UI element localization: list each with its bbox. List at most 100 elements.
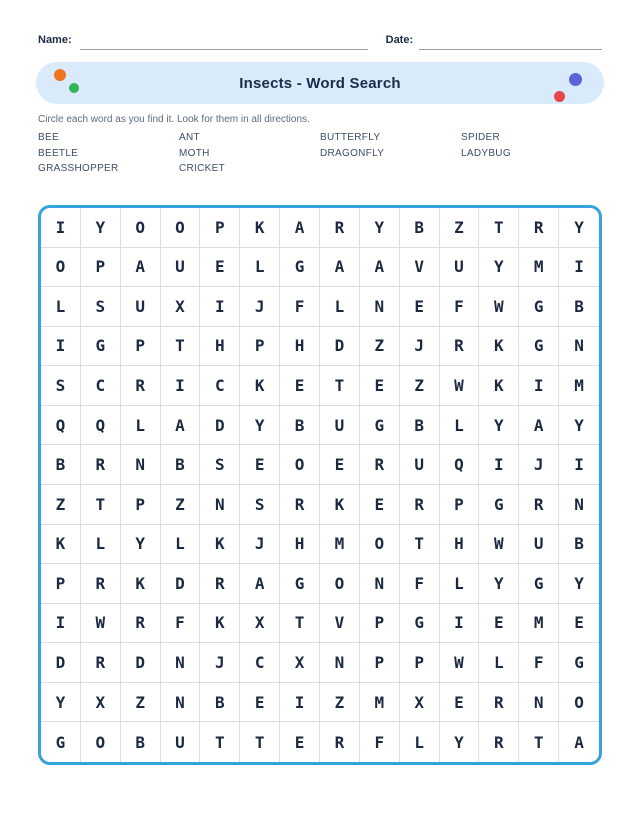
grid-cell-r3c1[interactable]: L	[41, 287, 81, 327]
grid-cell-r1c11[interactable]: Z	[439, 208, 480, 248]
grid-cell-r5c6[interactable]: K	[240, 366, 281, 406]
grid-cell-r5c1[interactable]: S	[41, 366, 81, 406]
grid-cell-r1c14[interactable]: Y	[559, 208, 599, 248]
grid-cell-r13c11[interactable]: E	[439, 682, 480, 723]
grid-cell-r11c8[interactable]: V	[320, 603, 360, 644]
grid-cell-r8c2[interactable]: T	[80, 485, 121, 525]
grid-cell-r9c12[interactable]: W	[479, 524, 520, 565]
grid-cell-r8c4[interactable]: Z	[160, 485, 201, 525]
grid-cell-r13c12[interactable]: R	[479, 682, 520, 723]
grid-cell-r7c7[interactable]: O	[280, 445, 320, 485]
grid-cell-r3c10[interactable]: E	[399, 287, 440, 327]
grid-cell-r9c1[interactable]: K	[41, 524, 81, 565]
grid-cell-r8c3[interactable]: P	[120, 485, 161, 525]
grid-cell-r5c12[interactable]: K	[479, 366, 520, 406]
grid-cell-r8c6[interactable]: S	[240, 485, 281, 525]
grid-cell-r9c14[interactable]: B	[559, 525, 599, 565]
grid-cell-r8c5[interactable]: N	[200, 485, 241, 525]
grid-cell-r7c14[interactable]: I	[559, 445, 599, 485]
grid-cell-r4c13[interactable]: G	[519, 326, 560, 367]
grid-cell-r3c7[interactable]: F	[280, 287, 320, 327]
grid-cell-r12c11[interactable]: W	[439, 643, 480, 683]
grid-cell-r11c13[interactable]: M	[519, 603, 560, 644]
grid-cell-r3c2[interactable]: S	[80, 287, 121, 327]
grid-cell-r4c10[interactable]: J	[399, 326, 440, 367]
grid-cell-r1c8[interactable]: R	[320, 208, 360, 248]
grid-cell-r10c6[interactable]: A	[240, 564, 281, 604]
grid-cell-r10c13[interactable]: G	[519, 564, 560, 604]
grid-cell-r11c14[interactable]: E	[559, 604, 599, 644]
grid-cell-r13c8[interactable]: Z	[320, 682, 360, 723]
grid-cell-r6c11[interactable]: L	[439, 405, 480, 446]
grid-cell-r10c4[interactable]: D	[160, 564, 201, 604]
grid-cell-r5c14[interactable]: M	[559, 366, 599, 406]
grid-cell-r3c6[interactable]: J	[240, 287, 281, 327]
grid-cell-r12c4[interactable]: N	[160, 643, 201, 683]
grid-cell-r2c1[interactable]: O	[41, 247, 81, 288]
grid-cell-r5c5[interactable]: C	[200, 366, 241, 406]
grid-cell-r6c13[interactable]: A	[519, 405, 560, 446]
grid-cell-r13c14[interactable]: O	[559, 683, 599, 723]
grid-cell-r5c8[interactable]: T	[320, 366, 360, 406]
grid-cell-r8c11[interactable]: P	[439, 485, 480, 525]
grid-cell-r2c5[interactable]: E	[200, 247, 241, 288]
grid-cell-r12c2[interactable]: R	[80, 643, 121, 683]
grid-cell-r4c2[interactable]: G	[80, 326, 121, 367]
grid-cell-r7c12[interactable]: I	[479, 445, 520, 485]
grid-cell-r10c7[interactable]: G	[280, 564, 320, 604]
grid-cell-r10c1[interactable]: P	[41, 564, 81, 604]
grid-cell-r8c8[interactable]: K	[320, 485, 360, 525]
grid-cell-r5c11[interactable]: W	[439, 366, 480, 406]
grid-cell-r14c3[interactable]: B	[121, 722, 161, 762]
grid-cell-r10c12[interactable]: Y	[479, 564, 520, 604]
grid-cell-r12c6[interactable]: C	[240, 643, 281, 683]
grid-cell-r1c6[interactable]: K	[240, 208, 281, 248]
grid-cell-r4c11[interactable]: R	[439, 326, 480, 367]
grid-cell-r5c3[interactable]: R	[120, 366, 161, 406]
grid-cell-r12c1[interactable]: D	[41, 643, 81, 683]
grid-cell-r1c7[interactable]: A	[280, 208, 320, 248]
grid-cell-r6c3[interactable]: L	[120, 405, 161, 446]
grid-cell-r1c12[interactable]: T	[479, 208, 520, 248]
grid-cell-r13c10[interactable]: X	[399, 682, 440, 723]
grid-cell-r14c11[interactable]: Y	[440, 722, 480, 762]
grid-cell-r6c8[interactable]: U	[320, 405, 360, 446]
grid-cell-r14c14[interactable]: A	[574, 732, 584, 752]
grid-cell-r13c1[interactable]: Y	[41, 682, 81, 723]
grid-cell-r11c10[interactable]: G	[399, 603, 440, 644]
grid-cell-r9c9[interactable]: O	[359, 524, 400, 565]
grid-cell-r9c2[interactable]: L	[80, 524, 121, 565]
grid-cell-r4c9[interactable]: Z	[359, 326, 400, 367]
grid-cell-r3c13[interactable]: G	[519, 287, 560, 327]
grid-cell-r14c8[interactable]: R	[320, 722, 360, 762]
grid-cell-r12c3[interactable]: D	[120, 643, 161, 683]
grid-cell-r4c3[interactable]: P	[120, 326, 161, 367]
grid-cell-r7c13[interactable]: J	[519, 445, 560, 485]
grid-cell-r1c5[interactable]: P	[200, 208, 241, 248]
grid-cell-r11c3[interactable]: R	[120, 603, 161, 644]
grid-cell-r5c2[interactable]: C	[80, 366, 121, 406]
grid-cell-r4c12[interactable]: K	[479, 326, 520, 367]
grid-cell-r2c7[interactable]: G	[280, 247, 320, 288]
grid-cell-r2c13[interactable]: M	[519, 247, 560, 288]
grid-cell-r1c9[interactable]: Y	[359, 208, 400, 248]
grid-cell-r10c5[interactable]: R	[200, 564, 241, 604]
grid-cell-r5c13[interactable]: I	[519, 366, 560, 406]
grid-cell-r6c4[interactable]: A	[160, 405, 201, 446]
grid-cell-r9c3[interactable]: Y	[120, 524, 161, 565]
grid-cell-r11c1[interactable]: I	[41, 603, 81, 644]
grid-cell-r10c3[interactable]: K	[120, 564, 161, 604]
grid-cell-r1c2[interactable]: Y	[80, 208, 121, 248]
grid-cell-r14c5[interactable]: T	[200, 722, 241, 762]
grid-cell-r12c8[interactable]: N	[320, 643, 360, 683]
grid-cell-r13c13[interactable]: N	[519, 682, 560, 723]
grid-cell-r9c11[interactable]: H	[439, 524, 480, 565]
grid-cell-r3c5[interactable]: I	[200, 287, 241, 327]
grid-cell-r12c9[interactable]: P	[359, 643, 400, 683]
grid-cell-r11c6[interactable]: X	[240, 603, 281, 644]
grid-cell-r14c13[interactable]: T	[519, 722, 560, 762]
grid-cell-r7c11[interactable]: Q	[439, 445, 480, 485]
grid-cell-r8c1[interactable]: Z	[41, 485, 81, 525]
grid-cell-r14c10[interactable]: L	[400, 722, 440, 762]
grid-cell-r2c8[interactable]: A	[320, 247, 360, 288]
